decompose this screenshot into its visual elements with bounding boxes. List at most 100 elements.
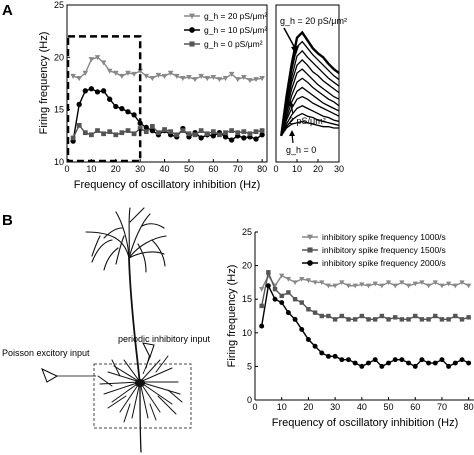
inset-series-line-7 (280, 95, 340, 137)
chart-a-point (119, 105, 125, 112)
chart-b-point (259, 303, 264, 309)
chart-b-xtick-label: 40 (357, 402, 367, 412)
chart-b-point (399, 357, 405, 363)
chart-a-point (107, 129, 113, 135)
chart-b-legend-marker (307, 260, 313, 266)
chart-b-point (279, 300, 285, 306)
chart-a-point (137, 68, 143, 74)
chart-b-point (366, 317, 371, 322)
chart-b-point (372, 357, 378, 363)
inset-xtick-label: 20 (313, 164, 323, 174)
chart-a-point (222, 76, 229, 82)
chart-b-point (459, 317, 465, 322)
apical-tuft (85, 207, 167, 273)
chart-a-point (228, 71, 235, 77)
chart-b-point (332, 283, 338, 289)
chart-a-point (82, 130, 88, 136)
chart-b-legend-label: inhibitory spike frequency 2000/s (322, 258, 446, 268)
chart-a-point (76, 76, 82, 82)
chart-a-point (82, 70, 89, 76)
chart-b-point (285, 310, 291, 316)
inset-series-line-9 (280, 112, 340, 137)
panel-label-b: B (2, 212, 13, 229)
chart-b-point (466, 315, 471, 320)
chart-a-point (89, 132, 94, 138)
chart-a-point (210, 74, 217, 81)
chart-b-point (326, 313, 331, 319)
poisson-input-label: Poisson excitory input (2, 348, 90, 358)
chart-b-legend-marker (307, 247, 313, 253)
chart-b: 0 10 20 30 40 50 60 70 80 0 5 10 15 20 25 inhibitory s… (226, 227, 474, 429)
chart-b-point (426, 317, 431, 322)
chart-a-point (94, 89, 101, 95)
chart-a-point (101, 131, 106, 137)
chart-b-point (405, 283, 412, 289)
chart-b-ytick-label: 25 (242, 227, 252, 237)
soma (135, 379, 145, 387)
chart-a-legend-marker (189, 41, 195, 47)
chart-a-point (107, 96, 113, 102)
chart-a-point (112, 70, 119, 76)
soma-region-box (93, 363, 192, 429)
chart-b-point (325, 353, 331, 359)
inset-arrowhead-bottom (289, 130, 295, 136)
chart-a-xtick-label: 70 (233, 164, 243, 174)
inset-series-line-5 (280, 77, 340, 136)
chart-b-point (306, 307, 311, 312)
chart-b-point (412, 281, 418, 287)
chart-a-point (253, 136, 259, 142)
chart-a-legend-marker (189, 27, 195, 33)
inset-series-line-0 (280, 30, 340, 136)
chart-b-point (406, 360, 412, 366)
chart-a-point (125, 109, 131, 115)
chart-b-ytick-label: 0 (247, 395, 252, 405)
chart-a-point (210, 133, 217, 139)
chart-b-point (259, 323, 265, 329)
inset-series-line-10 (280, 120, 339, 137)
chart-a-point (143, 129, 149, 135)
inset-annotation-bottom: g_h = 0 (286, 145, 316, 155)
chart-b-point (379, 283, 385, 289)
chart-a-point (131, 131, 137, 137)
chart-b-point (425, 283, 432, 289)
chart-b-point (292, 296, 298, 302)
chart-a-inset: 0 10 20 30 g_h = 20 pS/μm² 2 pS/μm² g_h = 0 (273, 4, 347, 174)
chart-b-point (439, 357, 445, 363)
chart-a-point (235, 130, 241, 136)
chart-a-point (253, 77, 259, 83)
chart-b-point (292, 280, 298, 285)
chart-b-point (359, 313, 365, 319)
chart-a-point (70, 135, 76, 141)
chart-b-point (299, 300, 304, 305)
chart-b-point (305, 278, 312, 283)
chart-a-point (143, 124, 149, 131)
chart-a-point (137, 126, 143, 131)
chart-b-point (319, 280, 325, 285)
chart-a-point (149, 127, 156, 134)
chart-a-legend-label: g_h = 0 pS/μm² (204, 39, 263, 49)
chart-b-point (332, 317, 338, 322)
chart-b-legend: inhibitory spike frequency 1000/s inhibit… (302, 232, 446, 268)
apical-trunk (128, 257, 141, 386)
chart-a-point (253, 129, 259, 135)
chart-b-point (332, 353, 338, 359)
chart-a-xtick-label: 50 (184, 164, 194, 174)
chart-b-xtick-label: 0 (252, 402, 257, 412)
chart-b-point (325, 283, 332, 289)
chart-a-point (192, 77, 198, 83)
panel-label-a: A (2, 2, 13, 19)
chart-a-point (168, 129, 174, 135)
chart-b-xtick-label: 20 (303, 402, 313, 412)
chart-b-point (386, 317, 391, 322)
chart-b-point (399, 317, 405, 322)
chart-b-point (393, 315, 398, 320)
chart-a-point (94, 55, 101, 61)
chart-a-xlabel: Frequency of oscillatory inhibition (Hz) (74, 179, 260, 191)
chart-b-point (459, 357, 465, 363)
chart-b-point (406, 317, 411, 322)
chart-b-point (452, 360, 458, 366)
chart-b-series-line-1 (260, 269, 469, 321)
chart-b-point (399, 280, 405, 285)
chart-b-point (299, 276, 305, 282)
chart-a-xtick-label: 40 (160, 164, 170, 174)
